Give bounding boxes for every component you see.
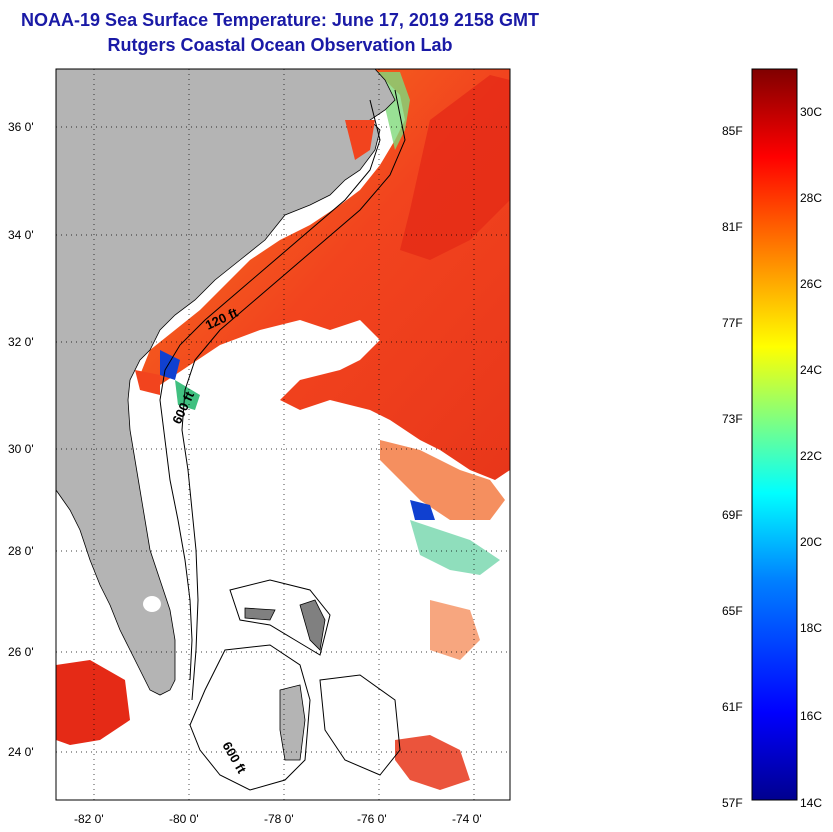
contour-bahamas-bank: [189, 579, 401, 791]
lat-tick-28: 28 0': [8, 544, 34, 558]
pamlico-sound: [345, 120, 375, 160]
map-title: NOAA-19 Sea Surface Temperature: June 17…: [21, 10, 539, 30]
cb-label-73f: 73F: [722, 412, 743, 426]
colorbar-fahrenheit-labels: 85F 81F 77F 73F 69F 65F 61F 57F: [722, 124, 743, 810]
nearshore-green-patch: [175, 380, 200, 410]
longitude-axis: -82 0' -80 0' -78 0' -76 0' -74 0': [74, 812, 482, 826]
cb-label-22c: 22C: [800, 449, 822, 463]
southeast-orange-patch: [430, 600, 480, 660]
lat-tick-30: 30 0': [8, 442, 34, 456]
lon-tick-76: -76 0': [357, 812, 387, 826]
map-subtitle: Rutgers Coastal Ocean Observation Lab: [107, 35, 453, 55]
lon-tick-74: -74 0': [452, 812, 482, 826]
georgia-warm-patch: [135, 370, 160, 395]
lon-tick-82: -82 0': [74, 812, 104, 826]
lon-tick-80: -80 0': [169, 812, 199, 826]
cb-label-69f: 69F: [722, 508, 743, 522]
lat-lon-grid: [56, 69, 510, 800]
contour-120ft: [159, 99, 381, 681]
latitude-axis: 36 0' 34 0' 32 0' 30 0' 28 0' 26 0' 24 0…: [8, 120, 34, 759]
cb-label-26c: 26C: [800, 277, 822, 291]
cb-label-81f: 81F: [722, 220, 743, 234]
gulf-stream-core: [400, 75, 510, 260]
lat-tick-26: 26 0': [8, 645, 34, 659]
sst-warm-water: [140, 69, 510, 480]
bahamas-island-andros: [279, 684, 306, 761]
cb-label-61f: 61F: [722, 700, 743, 714]
lake-okeechobee: [143, 596, 161, 612]
lat-tick-32: 32 0': [8, 335, 34, 349]
offshore-green-patch: [410, 520, 500, 575]
cb-label-18c: 18C: [800, 621, 822, 635]
cb-label-30c: 30C: [800, 105, 822, 119]
lat-tick-24: 24 0': [8, 745, 34, 759]
colorbar-celsius-labels: 30C 28C 26C 24C 22C 20C 18C 16C 14C: [800, 105, 822, 810]
lat-tick-34: 34 0': [8, 228, 34, 242]
cb-label-77f: 77F: [722, 316, 743, 330]
lat-tick-36: 36 0': [8, 120, 34, 134]
cb-label-28c: 28C: [800, 191, 822, 205]
temperature-colorbar: [751, 68, 798, 801]
cb-label-24c: 24C: [800, 363, 822, 377]
bahamas-island-grand: [244, 607, 276, 621]
contour-600ft: [181, 89, 406, 701]
land-mainland: [56, 69, 396, 696]
cb-label-16c: 16C: [800, 709, 822, 723]
map-frame: [55, 68, 511, 801]
cb-label-65f: 65F: [722, 604, 743, 618]
florida-bay-warm-patch: [56, 660, 130, 745]
cb-label-85f: 85F: [722, 124, 743, 138]
offshore-blue-patch: [410, 500, 435, 520]
cb-label-57f: 57F: [722, 796, 743, 810]
cb-label-20c: 20C: [800, 535, 822, 549]
cb-label-14c: 14C: [800, 796, 822, 810]
bahamas-island-abaco: [299, 599, 326, 651]
bahamas-warm-patch: [395, 735, 470, 790]
lon-tick-78: -78 0': [264, 812, 294, 826]
